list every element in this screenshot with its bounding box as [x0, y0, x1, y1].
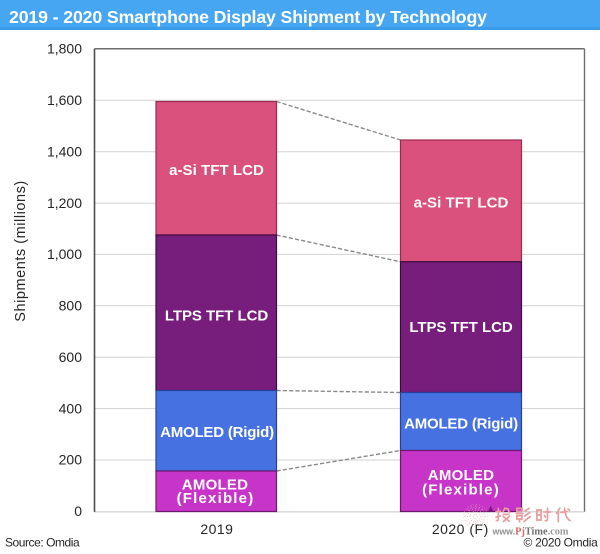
svg-text:2019: 2019 — [200, 521, 233, 537]
svg-text:1,800: 1,800 — [47, 41, 82, 57]
svg-text:© 2020 Omdia: © 2020 Omdia — [524, 536, 599, 550]
svg-text:LTPS TFT LCD: LTPS TFT LCD — [165, 308, 268, 325]
svg-text:2020 (F): 2020 (F) — [432, 521, 489, 537]
svg-text:1,200: 1,200 — [47, 195, 82, 211]
svg-text:Source: Omdia: Source: Omdia — [5, 536, 80, 550]
svg-text:0: 0 — [74, 503, 82, 519]
svg-text:1,400: 1,400 — [47, 143, 82, 159]
svg-text:(Flexible): (Flexible) — [422, 482, 500, 499]
svg-text:200: 200 — [59, 452, 83, 468]
svg-text:a-Si TFT LCD: a-Si TFT LCD — [169, 162, 264, 179]
svg-text:800: 800 — [59, 298, 83, 314]
svg-text:a-Si TFT LCD: a-Si TFT LCD — [414, 195, 509, 212]
svg-text:AMOLED: AMOLED — [428, 467, 495, 484]
svg-text:600: 600 — [59, 349, 83, 365]
svg-text:AMOLED: AMOLED — [182, 477, 249, 494]
svg-text:AMOLED (Rigid): AMOLED (Rigid) — [160, 424, 274, 441]
svg-text:(Flexible): (Flexible) — [177, 490, 255, 507]
svg-text:LTPS TFT LCD: LTPS TFT LCD — [409, 319, 512, 336]
svg-text:400: 400 — [59, 400, 83, 416]
svg-text:AMOLED (Rigid): AMOLED (Rigid) — [404, 415, 518, 432]
svg-text:www.PjTime.com: www.PjTime.com — [492, 526, 569, 537]
svg-text:1,000: 1,000 — [47, 246, 82, 262]
svg-text:Shipments (millions): Shipments (millions) — [13, 180, 29, 322]
svg-text:1,600: 1,600 — [47, 92, 82, 108]
